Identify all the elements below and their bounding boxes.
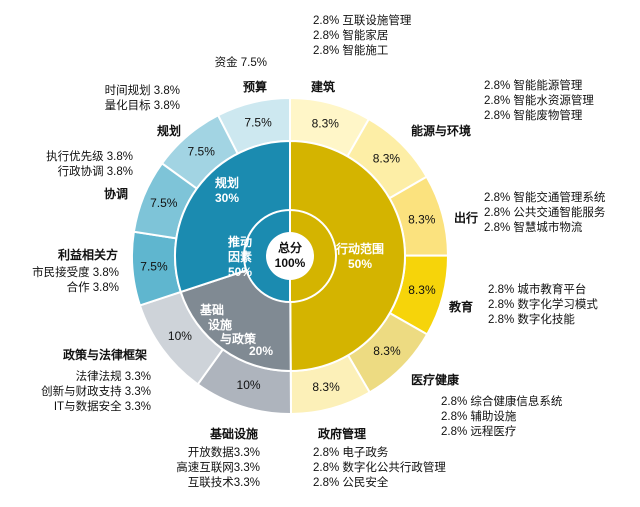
list-item: 2.8% 城市教育平台	[488, 284, 587, 296]
heading-infrastructure: 基础设施	[210, 427, 259, 441]
list-item: 2.8% 数字化公共行政管理	[313, 462, 446, 474]
list-item: 2.8% 辅助设施	[441, 411, 517, 423]
items-healthcare: 2.8% 综合健康信息系统 2.8% 辅助设施 2.8% 远程医疗	[441, 395, 562, 440]
items-infrastructure: 开放数据3.3% 高速互联网3.3% 互联技术3.3%	[176, 446, 260, 491]
list-item: 2.8% 数字化学习模式	[488, 299, 598, 311]
half-label-action: 行动范围	[335, 241, 384, 256]
half-value-enablers: 50%	[228, 265, 252, 279]
heading-planning: 规划	[157, 124, 182, 138]
list-item: 2.8% 数字化技能	[488, 314, 575, 326]
middle-value-infra-policy: 20%	[249, 344, 273, 358]
outer-segment-value: 8.3%	[373, 152, 401, 166]
outer-segment-value: 8.3%	[312, 116, 340, 130]
list-item: 开放数据3.3%	[187, 447, 260, 459]
list-item: 2.8% 智能交通管理系统	[484, 192, 606, 204]
heading-policy: 政策与法律框架	[63, 348, 148, 362]
list-item: 时间规划 3.8%	[104, 85, 180, 97]
heading-coordination: 协调	[104, 187, 129, 201]
outer-segment-value: 10%	[168, 329, 192, 343]
list-item: 市民接受度 3.8%	[32, 267, 119, 279]
list-item: IT与数据安全 3.3%	[53, 401, 151, 413]
heading-budget: 预算	[243, 80, 268, 94]
list-item: 2.8% 智能家居	[313, 30, 389, 42]
outer-segment-value: 8.3%	[373, 344, 401, 358]
list-item: 2.8% 智能废物管理	[484, 110, 583, 122]
items-coordination: 执行优先级 3.8% 行政协调 3.8%	[46, 150, 133, 180]
outer-segment-value: 8.3%	[408, 212, 436, 226]
middle-label-infra-policy: 基础	[199, 302, 224, 317]
list-item: 2.8% 智能施工	[313, 45, 389, 57]
outer-segment-value: 10%	[237, 378, 261, 392]
heading-healthcare: 医疗健康	[411, 373, 460, 387]
heading-education: 教育	[449, 300, 474, 314]
middle-label-infra-policy: 设施	[208, 317, 232, 332]
list-item: 2.8% 智能能源管理	[484, 80, 583, 92]
list-item: 2.8% 互联设施管理	[313, 15, 412, 27]
list-item: 法律法规 3.3%	[75, 371, 151, 383]
center-label: 总分	[278, 240, 302, 255]
outer-segment-value: 7.5%	[150, 196, 178, 210]
list-item: 2.8% 远程医疗	[441, 426, 517, 438]
outer-segment-value: 8.3%	[408, 283, 436, 297]
list-item: 执行优先级 3.8%	[46, 151, 133, 163]
outer-segment-value: 7.5%	[188, 145, 216, 159]
heading-energy: 能源与环境	[411, 124, 472, 138]
list-item: 行政协调 3.8%	[57, 166, 133, 178]
items-policy: 法律法规 3.3% 创新与财政支持 3.3% IT与数据安全 3.3%	[41, 370, 151, 415]
list-item: 互联技术3.3%	[187, 477, 260, 489]
list-item: 合作 3.8%	[66, 282, 119, 294]
center-value: 100%	[275, 256, 306, 270]
items-stakeholders: 市民接受度 3.8% 合作 3.8%	[32, 266, 119, 296]
items-energy: 2.8% 智能能源管理 2.8% 智能水资源管理 2.8% 智能废物管理	[484, 79, 594, 124]
list-item: 资金 7.5%	[214, 57, 267, 69]
heading-government: 政府管理	[318, 427, 367, 441]
list-item: 2.8% 智能水资源管理	[484, 95, 594, 107]
items-budget: 资金 7.5%	[215, 56, 267, 71]
heading-mobility: 出行	[454, 211, 479, 225]
heading-stakeholders: 利益相关方	[58, 248, 119, 262]
items-education: 2.8% 城市教育平台 2.8% 数字化学习模式 2.8% 数字化技能	[488, 283, 598, 328]
middle-value-planning: 30%	[215, 191, 239, 205]
list-item: 量化目标 3.8%	[104, 100, 180, 112]
middle-label-planning: 规划	[215, 175, 239, 190]
half-value-action: 50%	[348, 257, 372, 271]
outer-segment-value: 7.5%	[244, 115, 272, 129]
middle-label-infra-policy: 与政策	[220, 331, 257, 346]
items-government: 2.8% 电子政务 2.8% 数字化公共行政管理 2.8% 公民安全	[313, 446, 446, 491]
items-planning: 时间规划 3.8% 量化目标 3.8%	[105, 84, 180, 114]
heading-jianzhu: 建筑	[311, 80, 336, 94]
list-item: 2.8% 公民安全	[313, 477, 389, 489]
items-mobility: 2.8% 智能交通管理系统 2.8% 公共交通智能服务 2.8% 智慧城市物流	[484, 191, 605, 236]
list-item: 2.8% 公共交通智能服务	[484, 207, 606, 219]
list-item: 2.8% 综合健康信息系统	[441, 396, 563, 408]
outer-segment-value: 8.3%	[312, 380, 340, 394]
list-item: 2.8% 电子政务	[313, 447, 389, 459]
outer-segment-value: 7.5%	[140, 259, 168, 273]
items-jianzhu: 2.8% 互联设施管理 2.8% 智能家居 2.8% 智能施工	[313, 14, 411, 59]
list-item: 创新与财政支持 3.3%	[41, 386, 151, 398]
list-item: 2.8% 智慧城市物流	[484, 222, 583, 234]
list-item: 高速互联网3.3%	[176, 462, 260, 474]
center-circle	[266, 232, 314, 280]
half-label-enablers: 因素	[228, 249, 252, 264]
half-label-enablers: 推动	[228, 234, 252, 249]
